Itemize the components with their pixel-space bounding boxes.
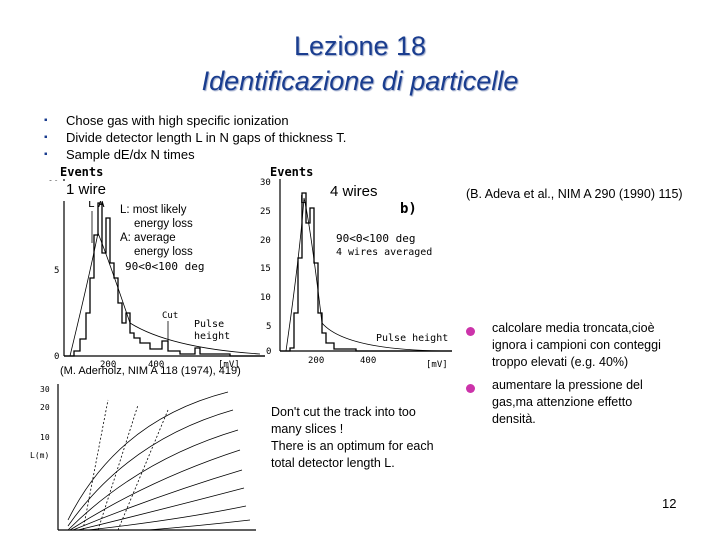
bullet-icon xyxy=(466,327,475,336)
fig-left-annotation: L: most likely energy loss A: average en… xyxy=(120,204,193,258)
ref-aderholz: (M. Aderholz, NIM A 118 (1974), 419) xyxy=(60,365,241,377)
svg-text:L: L xyxy=(300,193,307,206)
svg-text:5: 5 xyxy=(266,322,271,332)
svg-text:400: 400 xyxy=(148,360,164,370)
fig-left-label: 1 wire xyxy=(66,181,107,198)
four-wire-histogram: Events 30 25 20 15 10 5 0 200 400 [mV] L… xyxy=(260,165,453,370)
svg-text:height: height xyxy=(194,331,230,342)
fig-left-angle: 90<Θ<100 deg xyxy=(125,260,204,273)
page-number: 12 xyxy=(662,496,677,511)
svg-text:Pulse height: Pulse height xyxy=(376,333,448,344)
svg-text:10: 10 xyxy=(260,293,271,303)
svg-text:L(m): L(m) xyxy=(30,451,49,460)
svg-text:[mV]: [mV] xyxy=(218,360,240,370)
svg-text:200: 200 xyxy=(308,356,324,366)
svg-text:5: 5 xyxy=(54,266,59,276)
fig-right-angle: 90<Θ<100 deg xyxy=(336,232,415,245)
svg-text:20: 20 xyxy=(40,403,50,412)
resolution-curves-plot: 30 20 10 L(m) xyxy=(30,384,256,531)
fig-right-avg: 4 wires averaged xyxy=(336,247,432,258)
ref-adeva: (B. Adeva et al., NIM A 290 (1990) 115) xyxy=(466,187,683,201)
svg-text:[mV]: [mV] xyxy=(426,360,448,370)
svg-text:Pulse: Pulse xyxy=(194,319,224,330)
page-title: Lezione 18 xyxy=(293,31,427,61)
svg-text:20: 20 xyxy=(260,236,271,246)
svg-text:15: 15 xyxy=(260,264,271,274)
svg-text:b): b) xyxy=(400,201,417,217)
svg-text:10: 10 xyxy=(40,433,50,442)
bullet-item: ▪ Divide detector length L in N gaps of t… xyxy=(44,130,347,145)
bullet-list: ▪ Chose gas with high specific ionization… xyxy=(44,112,346,163)
svg-text:400: 400 xyxy=(360,356,376,366)
svg-text:0: 0 xyxy=(266,347,271,357)
svg-text:200: 200 xyxy=(100,360,116,370)
bullet-item: ▪ Sample dE/dx N times xyxy=(44,147,195,162)
fig-right-ylabel: Events xyxy=(270,165,313,179)
italian-note-2: aumentare la pressione del gas,ma attenz… xyxy=(492,378,643,426)
one-wire-histogram: Events 10 5 0 200 400 [mV] L A Cut Pulse… xyxy=(48,165,265,370)
svg-text:0: 0 xyxy=(54,352,59,362)
page-subtitle: Identificazione di particelle xyxy=(201,66,519,96)
svg-text:25: 25 xyxy=(260,207,271,217)
svg-text:Cut: Cut xyxy=(162,311,178,321)
marker-L: L xyxy=(88,197,95,210)
italian-note-1: calcolare media troncata,cioè ignora i c… xyxy=(492,321,661,369)
fig-right-label: 4 wires xyxy=(330,183,378,200)
fig-left-ylabel: Events xyxy=(60,165,103,179)
svg-text:30: 30 xyxy=(260,178,271,188)
bullet-icon xyxy=(466,384,475,393)
slice-note: Don't cut the track into too many slices… xyxy=(271,405,434,470)
svg-text:30: 30 xyxy=(40,385,50,394)
bullet-item: ▪ Chose gas with high specific ionization xyxy=(44,113,289,128)
marker-A: A xyxy=(98,197,105,210)
